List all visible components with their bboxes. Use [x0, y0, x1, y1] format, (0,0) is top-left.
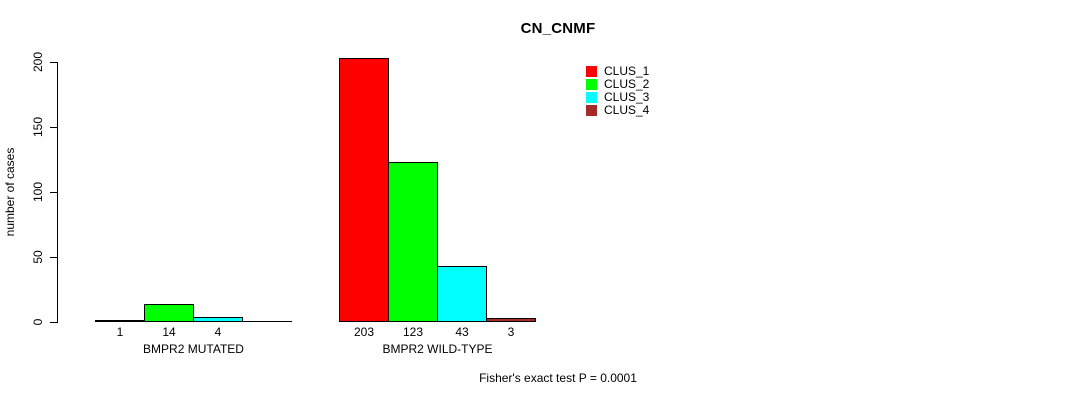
legend-swatch-clus_1: [586, 66, 597, 77]
bar-value-label: 123: [402, 325, 424, 339]
bar-clus_2-wildtype: [388, 162, 438, 322]
y-axis-label: number of cases: [3, 147, 17, 237]
bar-value-label: 3: [507, 325, 515, 339]
y-tick-label: 200: [31, 51, 45, 73]
bar-value-label: 203: [353, 325, 375, 339]
y-tick: [50, 322, 58, 323]
legend-swatch-clus_3: [586, 92, 597, 103]
bar-clus_3-wildtype: [437, 266, 487, 322]
fisher-test-annotation: Fisher's exact test P = 0.0001: [479, 371, 637, 385]
y-tick: [50, 257, 58, 258]
y-tick: [50, 192, 58, 193]
y-tick-label: 150: [31, 116, 45, 138]
legend-swatch-clus_2: [586, 79, 597, 90]
y-tick-label: 50: [31, 250, 45, 264]
group-label-wildtype: BMPR2 WILD-TYPE: [382, 342, 493, 356]
bar-value-label: 4: [214, 325, 222, 339]
legend-label-clus_3: CLUS_3: [604, 90, 650, 104]
group-label-mutated: BMPR2 MUTATED: [143, 342, 244, 356]
bar-clus_4-mutated: [242, 321, 292, 322]
bar-clus_3-mutated: [193, 317, 243, 322]
y-tick: [50, 62, 58, 63]
y-tick-label: 0: [31, 318, 45, 326]
legend-label-clus_4: CLUS_4: [604, 103, 650, 117]
bar-value-label: 43: [455, 325, 469, 339]
legend-label-clus_1: CLUS_1: [604, 64, 650, 78]
bar-clus_1-wildtype: [339, 58, 389, 322]
bar-clus_2-mutated: [144, 304, 194, 322]
bar-value-label: 1: [116, 325, 124, 339]
y-tick: [50, 127, 58, 128]
bar-clus_4-wildtype: [486, 318, 536, 322]
bar-value-label: 14: [162, 325, 176, 339]
bar-clus_1-mutated: [95, 320, 145, 322]
y-tick-label: 100: [31, 181, 45, 203]
chart-title: CN_CNMF: [520, 20, 596, 37]
legend-label-clus_2: CLUS_2: [604, 77, 650, 91]
legend-swatch-clus_4: [586, 105, 597, 116]
